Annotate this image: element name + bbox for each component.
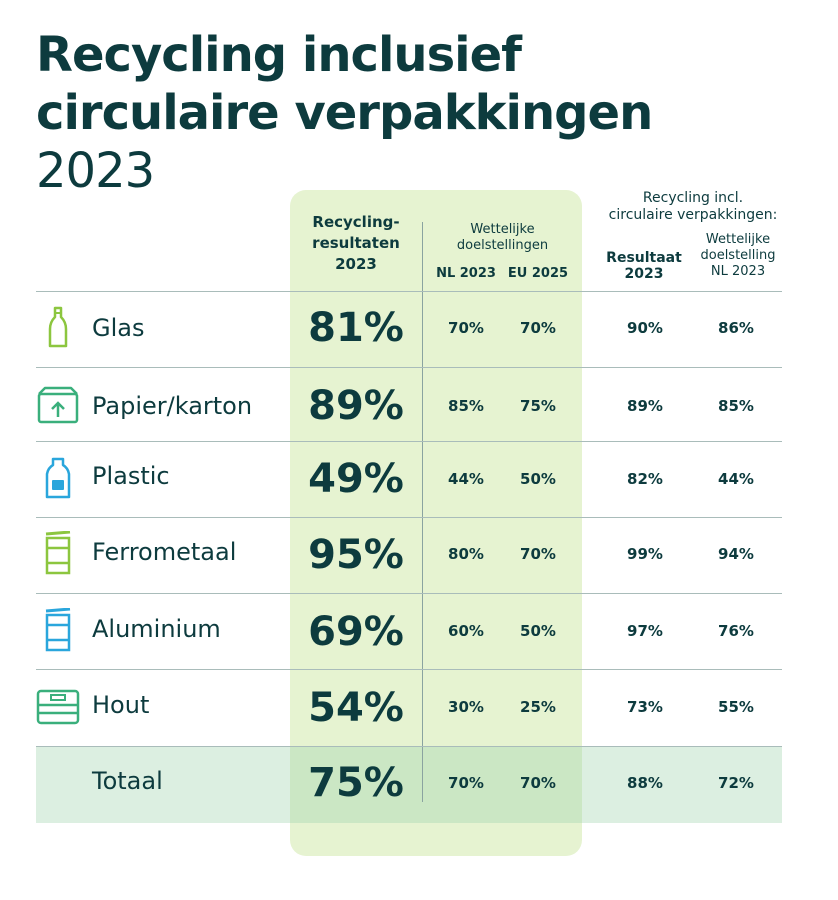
header-circular-result-line-2: 2023	[624, 266, 664, 282]
eu2025-aluminium: 50%	[520, 622, 556, 640]
row-separator	[36, 291, 782, 292]
header-circular-target-line-1: Wettelijke	[705, 232, 771, 247]
header-circular-result: Resultaat 2023	[604, 250, 684, 282]
header-nl-2023: NL 2023	[436, 266, 496, 281]
circ-target-aluminium: 76%	[718, 622, 754, 640]
page-title: Recycling inclusief circulaire verpakkin…	[36, 26, 653, 200]
wooden-crate-icon	[36, 689, 80, 725]
result-aluminium: 69%	[308, 609, 404, 655]
eu2025-papier-karton: 75%	[520, 397, 556, 415]
header-circular-line-2: circulaire verpakkingen:	[608, 207, 778, 223]
title-year: 2023	[36, 143, 155, 199]
result-hout: 54%	[308, 685, 404, 731]
header-results: Recycling- resultaten 2023	[290, 212, 422, 275]
circ-target-papier-karton: 85%	[718, 397, 754, 415]
nl2023-ferrometaal: 80%	[448, 545, 484, 563]
nl2023-aluminium: 60%	[448, 622, 484, 640]
column-divider	[422, 222, 423, 802]
bottle-icon	[48, 306, 68, 348]
row-separator	[36, 367, 782, 368]
circ-result-ferrometaal: 99%	[627, 545, 663, 563]
circ-target-glas: 86%	[718, 319, 754, 337]
row-label-glas: Glas	[92, 314, 145, 342]
header-circular: Recycling incl. circulaire verpakkingen:	[588, 190, 798, 224]
circ-result-plastic: 82%	[627, 470, 663, 488]
circ-result-glas: 90%	[627, 319, 663, 337]
circ-target-hout: 55%	[718, 698, 754, 716]
eu2025-hout: 25%	[520, 698, 556, 716]
circ-target-plastic: 44%	[718, 470, 754, 488]
result-totaal: 75%	[308, 760, 404, 806]
header-results-line-3: 2023	[335, 255, 377, 273]
header-circular-target-line-3: NL 2023	[710, 264, 766, 279]
circ-target-totaal: 72%	[718, 774, 754, 792]
aluminium-can-icon	[45, 608, 71, 652]
result-plastic: 49%	[308, 456, 404, 502]
row-separator	[36, 669, 782, 670]
row-label-papier-karton: Papier/karton	[92, 392, 253, 420]
row-label-totaal: Totaal	[92, 767, 163, 795]
title-line-2: circulaire verpakkingen	[36, 85, 653, 141]
eu2025-ferrometaal: 70%	[520, 545, 556, 563]
eu2025-plastic: 50%	[520, 470, 556, 488]
header-results-line-2: resultaten	[312, 234, 400, 252]
row-separator	[36, 746, 782, 747]
title-line-1: Recycling inclusief	[36, 27, 522, 83]
circ-result-aluminium: 97%	[627, 622, 663, 640]
row-separator	[36, 593, 782, 594]
header-targets: Wettelijke doelstellingen	[423, 222, 582, 254]
circ-result-totaal: 88%	[627, 774, 663, 792]
circ-result-papier-karton: 89%	[627, 397, 663, 415]
result-papier-karton: 89%	[308, 383, 404, 429]
eu2025-glas: 70%	[520, 319, 556, 337]
header-targets-line-1: Wettelijke	[470, 222, 535, 237]
cardboard-box-icon	[37, 386, 79, 424]
header-circular-result-line-1: Resultaat	[606, 250, 682, 266]
header-eu-2025: EU 2025	[507, 266, 569, 281]
tin-can-icon	[45, 531, 71, 575]
row-separator	[36, 441, 782, 442]
header-circular-line-1: Recycling incl.	[642, 190, 744, 206]
circ-target-ferrometaal: 94%	[718, 545, 754, 563]
nl2023-hout: 30%	[448, 698, 484, 716]
row-label-hout: Hout	[92, 691, 150, 719]
circ-result-hout: 73%	[627, 698, 663, 716]
result-ferrometaal: 95%	[308, 532, 404, 578]
eu2025-totaal: 70%	[520, 774, 556, 792]
header-targets-line-2: doelstellingen	[456, 238, 549, 253]
nl2023-glas: 70%	[448, 319, 484, 337]
nl2023-papier-karton: 85%	[448, 397, 484, 415]
plastic-bottle-icon	[45, 457, 71, 499]
header-circular-target-line-2: doelstelling	[700, 248, 776, 263]
header-circular-target: Wettelijke doelstelling NL 2023	[690, 232, 786, 280]
header-results-line-1: Recycling-	[312, 213, 400, 231]
row-label-ferrometaal: Ferrometaal	[92, 538, 237, 566]
row-label-plastic: Plastic	[92, 462, 170, 490]
total-row-highlight	[290, 746, 582, 823]
row-label-aluminium: Aluminium	[92, 615, 221, 643]
result-glas: 81%	[308, 305, 404, 351]
nl2023-totaal: 70%	[448, 774, 484, 792]
results-highlight-column	[290, 190, 582, 856]
row-separator	[36, 517, 782, 518]
nl2023-plastic: 44%	[448, 470, 484, 488]
